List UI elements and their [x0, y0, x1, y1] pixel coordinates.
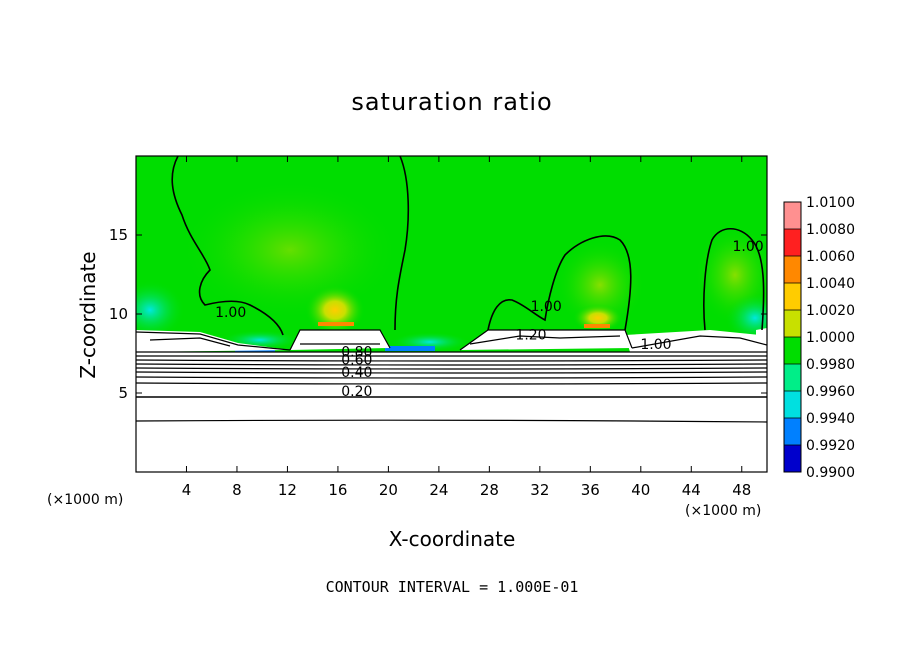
contour-band-5	[136, 367, 767, 370]
y-axis-unit: (×1000 m)	[47, 492, 124, 508]
field-region-6	[136, 280, 185, 340]
colorbar-label: 1.0100	[806, 195, 855, 211]
chart-title: saturation ratio	[351, 88, 553, 116]
contour-label: 1.00	[215, 305, 246, 321]
field-strip-1	[318, 322, 354, 326]
cloud-region-4	[625, 330, 767, 352]
contour-label: 1.00	[732, 239, 763, 255]
contour-band-7	[136, 376, 767, 379]
contour-line-2	[394, 156, 410, 331]
x-tick-label: 4	[182, 481, 192, 499]
colorbar-label: 1.0080	[806, 222, 855, 238]
colorbar-label: 1.0040	[806, 276, 855, 292]
colorbar: 1.0100 1.0080 1.0060 1.0040 1.0020 1.0000 0.99…	[783, 195, 855, 481]
y-tick-label: 15	[109, 226, 128, 244]
contour-line-1	[171, 156, 284, 336]
colorbar-label: 1.0000	[806, 330, 855, 346]
colorbar-swatch	[784, 364, 801, 391]
contour-line-3	[487, 235, 632, 331]
contour-label: 0.60	[341, 353, 372, 369]
field-region-1	[180, 180, 400, 320]
x-tick-label: 48	[732, 481, 751, 499]
contour-band-6	[136, 371, 767, 374]
x-axis-label: X-coordinate	[388, 527, 516, 551]
contour-bands	[136, 329, 767, 423]
colorbar-swatch	[784, 418, 801, 445]
contour-band-13	[459, 329, 633, 351]
contour-label: 0.20	[341, 384, 372, 400]
y-axis-ticks: 5 10 15	[109, 226, 767, 402]
colorbar-label: 0.9940	[806, 411, 855, 427]
contour-band-10	[136, 419, 767, 423]
x-tick-label: 20	[379, 481, 398, 499]
colorbar-swatch	[784, 283, 801, 310]
contour-interval-note: CONTOUR INTERVAL = 1.000E-01	[325, 578, 579, 596]
x-tick-label: 36	[581, 481, 600, 499]
colorbar-swatch	[784, 391, 801, 418]
field-strip-3	[385, 346, 435, 351]
colorbar-label: 0.9920	[806, 438, 855, 454]
cloud-region-2	[290, 330, 390, 350]
field-strip-2	[584, 324, 610, 328]
contour-band-14	[631, 335, 767, 349]
colorbar-label: 0.9960	[806, 384, 855, 400]
contour-label: 1.20	[515, 327, 546, 343]
contour-label-layer: 1.00 1.00 1.00 1.00 1.20 0.800.600.40 0.20	[215, 239, 764, 400]
colorbar-label: 0.9900	[806, 465, 855, 481]
x-tick-label: 12	[278, 481, 297, 499]
contour-band-3	[136, 359, 767, 362]
colorbar-swatch	[784, 337, 801, 364]
colorbar-label: 1.0020	[806, 303, 855, 319]
contour-label: 0.40	[341, 365, 372, 381]
x-tick-label: 24	[429, 481, 448, 499]
field-region-4	[305, 285, 365, 335]
x-tick-label: 40	[631, 481, 650, 499]
x-tick-label: 32	[530, 481, 549, 499]
x-axis-ticks: 4 8 12 16 20 24 28 32 36 40 44 48	[182, 156, 751, 499]
field-layer: 1.00 1.00 1.00 1.00 1.20 0.800.600.40 0.20	[136, 156, 767, 423]
y-tick-label: 10	[109, 305, 128, 323]
contour-label: 1.00	[640, 337, 671, 353]
colorbar-label: 0.9980	[806, 357, 855, 373]
cloud-region-5	[756, 328, 767, 352]
contour-label: 1.00	[531, 299, 562, 315]
contour-band-12	[289, 329, 391, 351]
colorbar-swatch	[784, 256, 801, 283]
contour-lines	[171, 156, 765, 336]
y-tick-label: 5	[118, 384, 128, 402]
contour-line-4	[703, 227, 765, 331]
cloud-region-3	[460, 330, 632, 350]
colorbar-swatch	[784, 445, 801, 472]
colorbar-swatch	[784, 229, 801, 256]
contour-band-15	[469, 335, 621, 345]
x-tick-label: 28	[480, 481, 499, 499]
contour-band-17	[149, 337, 231, 347]
y-axis-label: Z-coordinate	[76, 251, 100, 379]
x-axis-unit: (×1000 m)	[685, 503, 762, 519]
x-tick-label: 8	[232, 481, 242, 499]
colorbar-label: 1.0060	[806, 249, 855, 265]
contour-label: 0.80	[341, 345, 372, 361]
contour-band-11	[136, 331, 291, 351]
field-region-2	[555, 240, 645, 330]
x-tick-label: 16	[328, 481, 347, 499]
colorbar-swatch	[784, 202, 801, 229]
x-tick-label: 44	[682, 481, 701, 499]
contour-band-4	[136, 363, 767, 366]
contour-band-8	[136, 382, 767, 385]
colorbar-swatch	[784, 310, 801, 337]
